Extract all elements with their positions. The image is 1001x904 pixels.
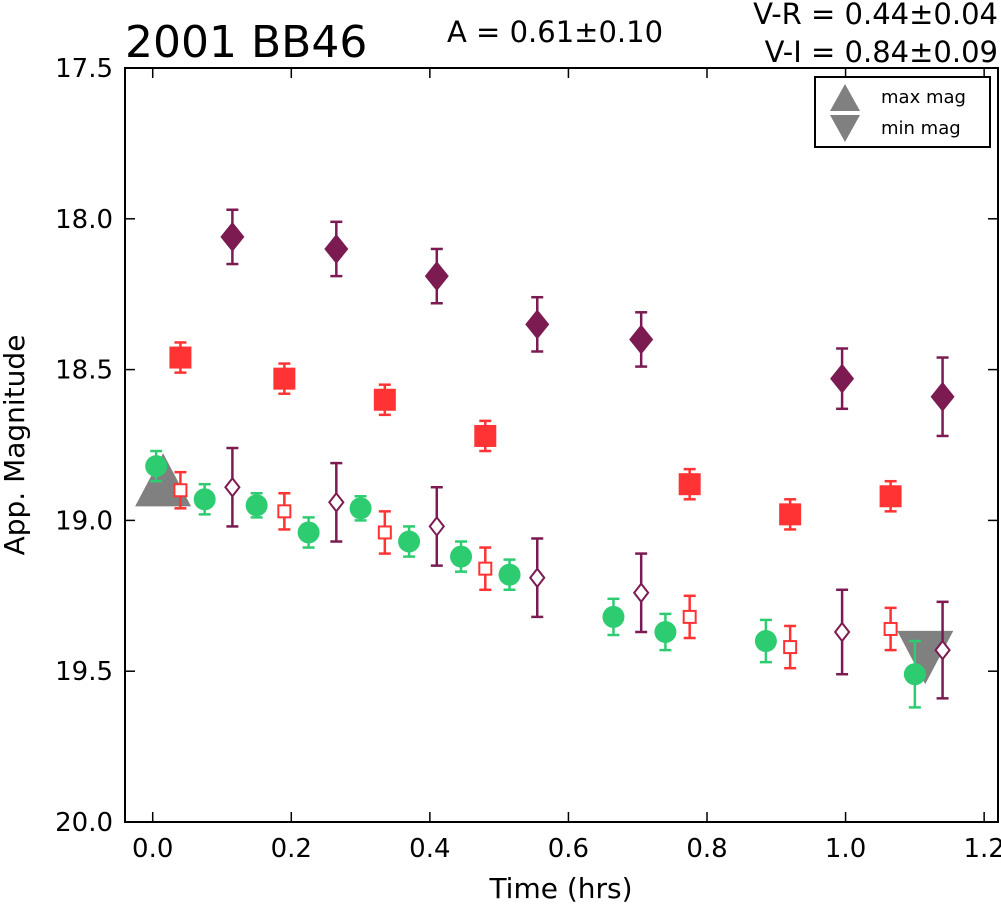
diamond-open-point xyxy=(224,476,241,498)
min-mag-legend-icon xyxy=(830,115,860,142)
diamond-filled-point xyxy=(220,221,245,252)
diamond-filled-point xyxy=(830,363,855,394)
x-tick-label: 0.6 xyxy=(548,834,589,864)
square-filled-point xyxy=(779,503,802,526)
plot-frame xyxy=(124,67,999,823)
circle-filled-point xyxy=(654,620,677,643)
x-tick-label: 0.4 xyxy=(409,834,450,864)
circle-filled-point xyxy=(193,488,216,511)
amplitude-annotation: A = 0.61±0.10 xyxy=(447,15,663,49)
y-tick-label: 20.0 xyxy=(55,808,113,838)
x-tick-label: 0.2 xyxy=(271,834,312,864)
y-tick-label: 19.5 xyxy=(55,657,113,687)
x-tick-label: 0.8 xyxy=(686,834,727,864)
circle-filled-point xyxy=(398,530,421,553)
circle-filled-point xyxy=(245,494,268,517)
square-open-point xyxy=(478,561,493,576)
diamond-filled-point xyxy=(629,324,654,355)
diamond-open-point xyxy=(328,491,345,513)
square-filled-point xyxy=(678,473,701,496)
diamond-filled-point xyxy=(424,261,449,292)
v-r-annotation: V-R = 0.44±0.04 xyxy=(753,0,998,31)
v-i-annotation: V-I = 0.84±0.09 xyxy=(765,35,998,69)
x-tick-label: 1.0 xyxy=(825,834,866,864)
y-tick-label: 17.5 xyxy=(55,54,113,84)
diamond-filled-point xyxy=(525,309,550,340)
circle-filled-point xyxy=(602,605,625,628)
square-open-point xyxy=(173,483,188,498)
square-open-point xyxy=(783,640,798,655)
diamond-filled-point xyxy=(930,381,955,412)
legend-label-max-mag: max mag xyxy=(881,87,966,108)
y-axis-label: App. Magnitude xyxy=(0,335,31,556)
square-open-point xyxy=(682,609,697,624)
chart-title: 2001 BB46 xyxy=(125,17,367,68)
diamond-open-point xyxy=(428,515,446,538)
x-axis-label: Time (hrs) xyxy=(488,872,632,904)
circle-filled-point xyxy=(145,455,168,478)
diamond-open-point xyxy=(934,639,951,661)
diamond-open-point xyxy=(833,621,851,643)
diamond-open-point xyxy=(632,582,650,604)
circle-filled-point xyxy=(349,497,372,520)
legend: max mag min mag xyxy=(814,76,991,148)
square-open-point xyxy=(377,525,392,540)
square-filled-point xyxy=(273,367,296,390)
diamond-filled-point xyxy=(324,233,349,264)
x-tick-label: 1.2 xyxy=(963,834,1001,864)
square-filled-point xyxy=(169,346,192,369)
circle-filled-point xyxy=(498,563,521,586)
max-mag-legend-icon xyxy=(830,84,860,111)
x-tick-label: 0.0 xyxy=(132,834,173,864)
square-filled-point xyxy=(474,424,497,447)
square-open-point xyxy=(277,504,292,519)
circle-filled-point xyxy=(754,630,777,653)
axis-ticks: 0.0 0.2 0.4 0.6 0.8 1.0 1.2 17.5 18.0 18.5 19.0 19.… xyxy=(55,54,1001,864)
y-tick-label: 19.0 xyxy=(55,506,113,536)
circle-filled-point xyxy=(297,521,320,544)
plot-area xyxy=(135,208,955,709)
circle-filled-point xyxy=(903,663,926,686)
square-open-point xyxy=(883,621,898,636)
circle-filled-point xyxy=(450,545,473,568)
legend-label-min-mag: min mag xyxy=(881,118,961,139)
square-filled-point xyxy=(879,485,902,508)
y-tick-label: 18.5 xyxy=(55,356,113,386)
y-tick-label: 18.0 xyxy=(55,205,113,235)
square-filled-point xyxy=(373,388,396,411)
diamond-open-point xyxy=(528,567,546,589)
